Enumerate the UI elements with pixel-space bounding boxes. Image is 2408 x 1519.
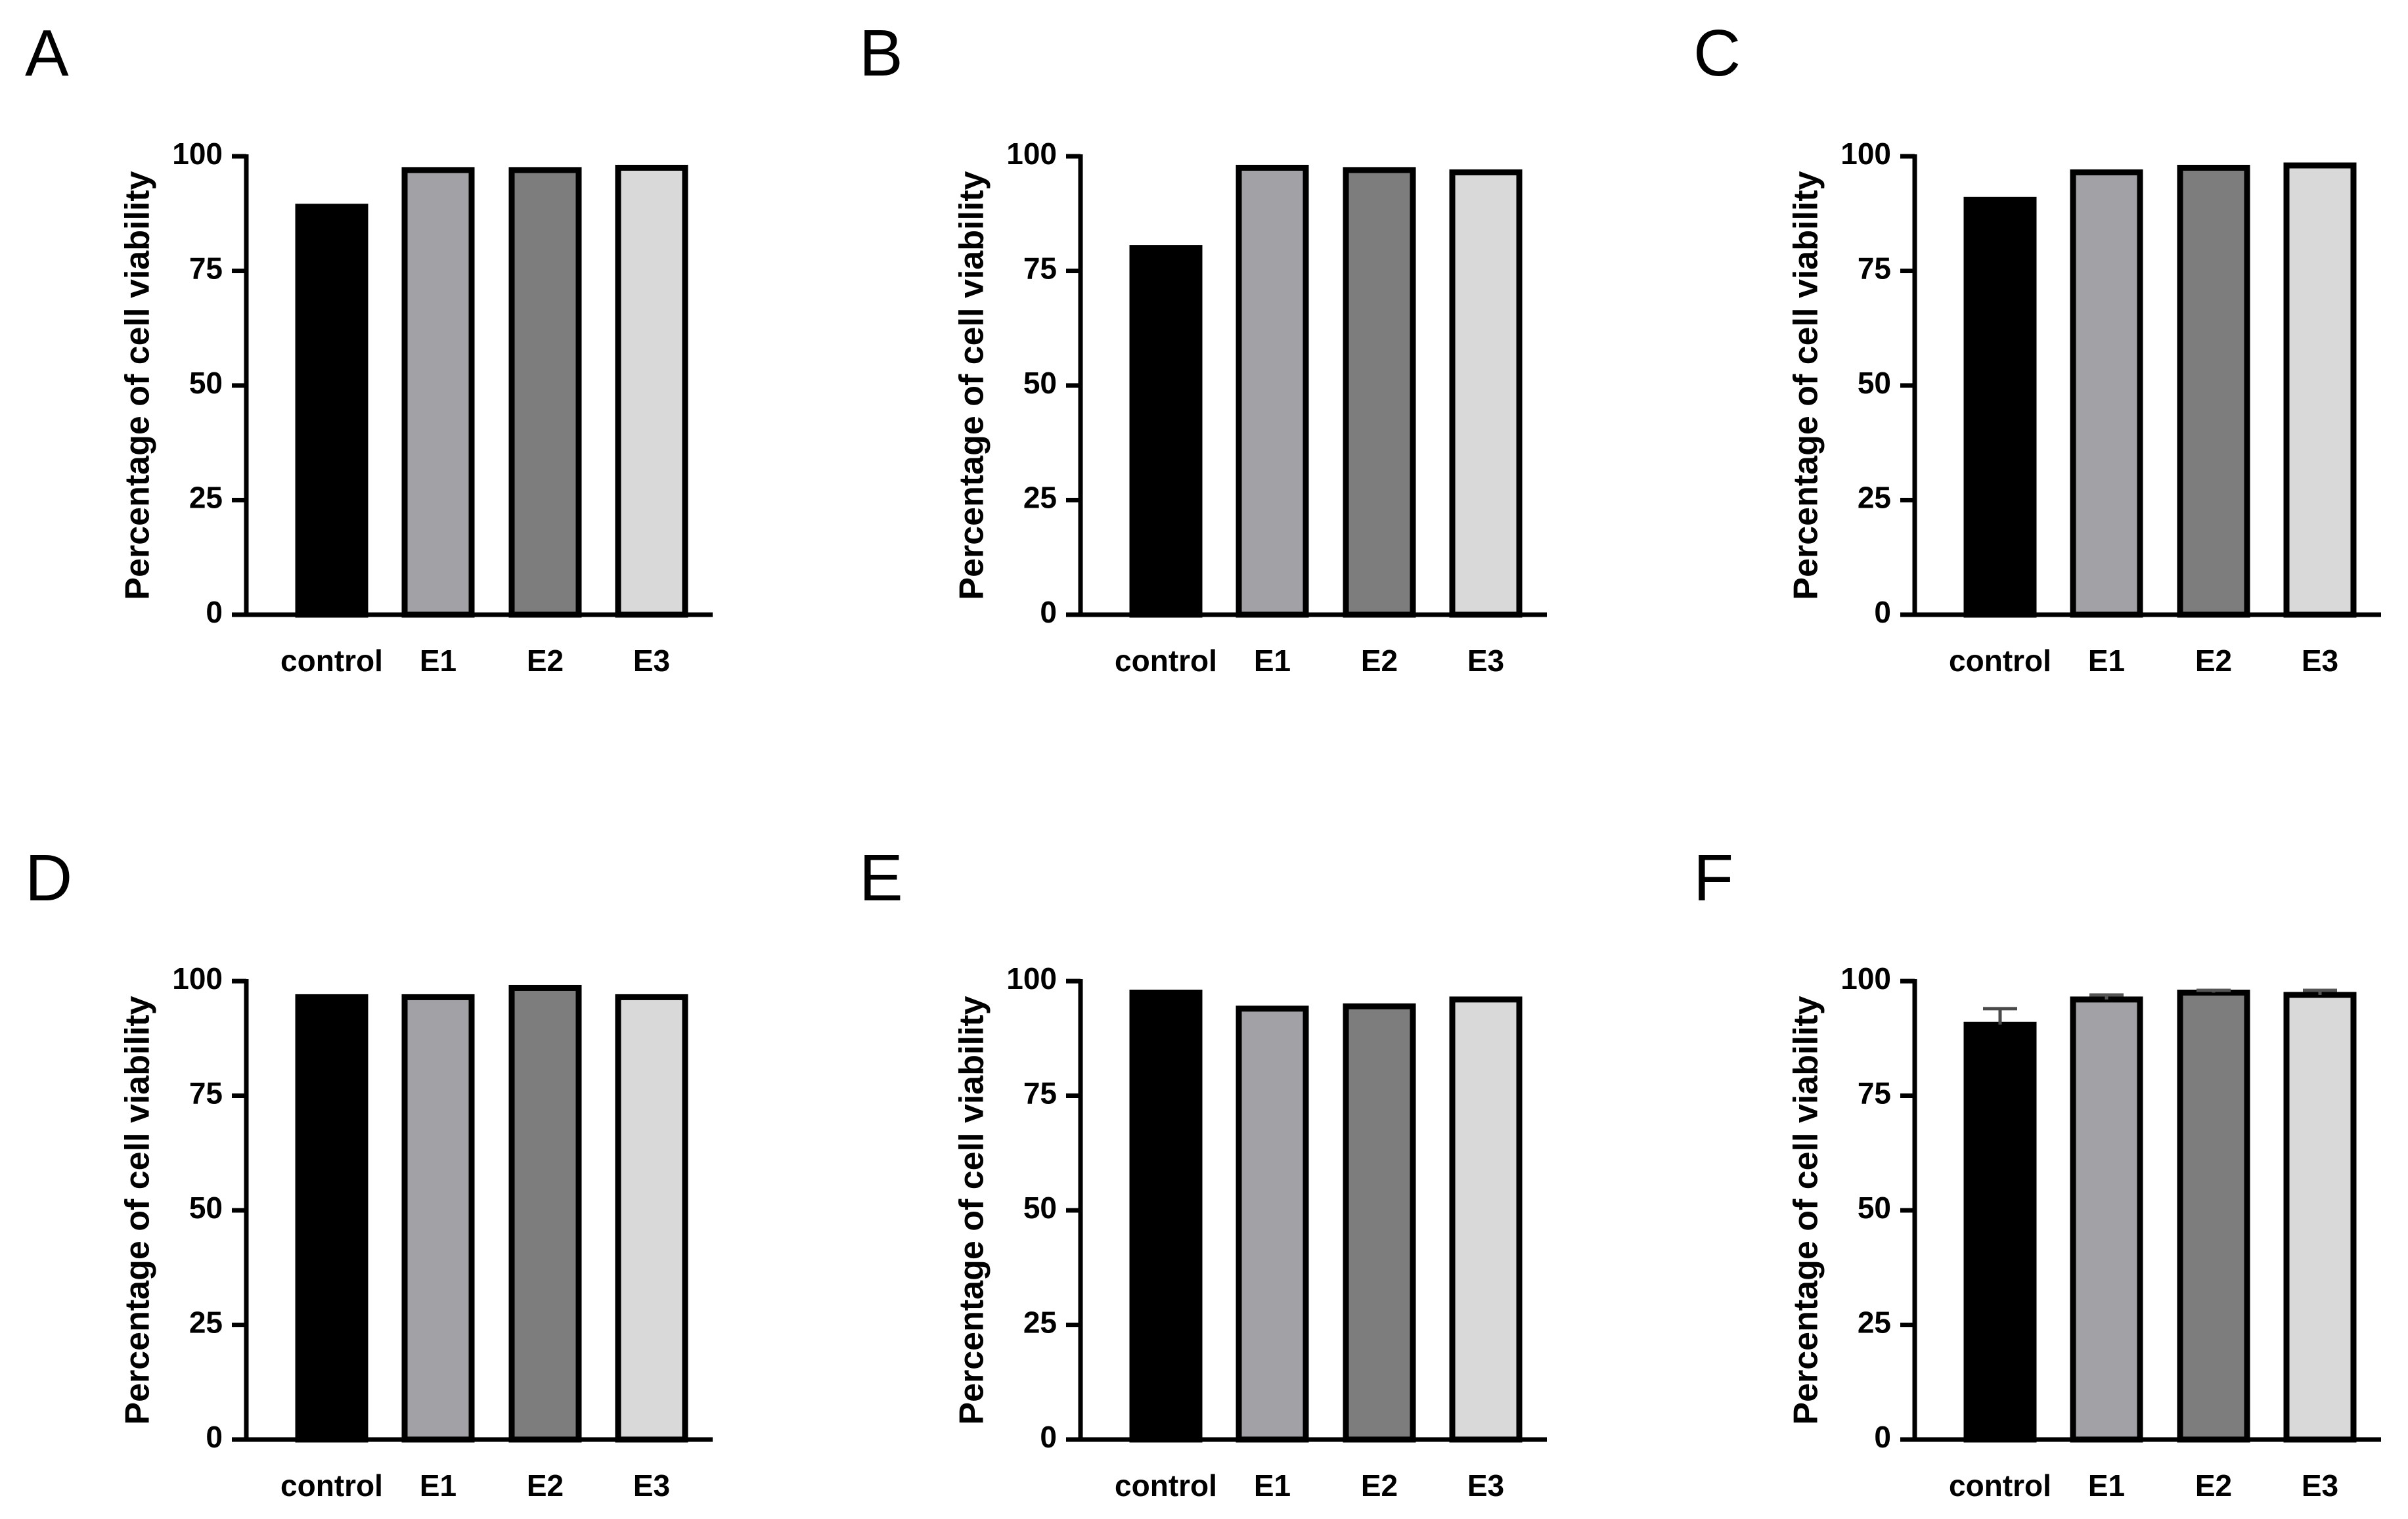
bar-control — [295, 994, 368, 1443]
y-tick-label: 75 — [189, 1076, 223, 1111]
x-tick-label: E2 — [2195, 1468, 2232, 1503]
y-axis-title: Percentage of cell viability — [119, 171, 157, 600]
bar-e1 — [401, 994, 475, 1443]
x-tick-label: E1 — [1254, 644, 1291, 678]
x-tick-label: E2 — [1361, 644, 1398, 678]
x-tick-label: E3 — [2302, 644, 2338, 678]
y-tick-label: 25 — [189, 1306, 223, 1340]
y-tick-label: 100 — [172, 137, 223, 171]
x-tick-label: E2 — [527, 644, 564, 678]
y-tick-label: 100 — [172, 961, 223, 996]
x-tick-label: E3 — [633, 644, 670, 678]
y-tick-label: 100 — [1006, 137, 1057, 171]
bar-control — [1963, 196, 2037, 618]
y-tick-label: 75 — [1023, 252, 1057, 286]
y-tick-label: 75 — [1023, 1076, 1057, 1111]
bar-e2 — [1343, 167, 1416, 618]
y-tick-label: 100 — [1840, 961, 1891, 996]
chart-panel-f: F Percentage of cell viability control E1 E2… — [1693, 841, 2381, 1503]
y-tick-label: 0 — [206, 1420, 223, 1454]
bar-e2 — [2177, 164, 2250, 618]
bar-control — [1129, 245, 1203, 618]
y-tick-label: 25 — [1858, 1306, 1891, 1340]
x-tick-label: E2 — [2195, 644, 2232, 678]
y-tick-label: 0 — [1874, 1420, 1891, 1454]
y-tick-label: 25 — [1023, 481, 1057, 515]
x-tick-label: E1 — [2088, 644, 2125, 678]
y-tick-label: 75 — [189, 252, 223, 286]
y-tick-label: 50 — [189, 366, 223, 400]
x-tick-label: E1 — [2088, 1468, 2125, 1503]
y-axis-title: Percentage of cell viability — [119, 996, 157, 1424]
bar-e3 — [2283, 162, 2357, 618]
y-tick-label: 25 — [1023, 1306, 1057, 1340]
chart-panel-c: C Percentage of cell viability control E1 E2… — [1693, 16, 2381, 678]
y-tick-label: 50 — [189, 1191, 223, 1225]
bar-e1 — [1236, 164, 1309, 618]
y-axis-title: Percentage of cell viability — [1787, 996, 1825, 1424]
bar-e3 — [2283, 992, 2357, 1443]
bar-e1 — [401, 167, 475, 618]
y-tick-label: 75 — [1858, 1076, 1891, 1111]
x-tick-label: E3 — [633, 1468, 670, 1503]
y-tick-label: 0 — [1874, 595, 1891, 629]
bar-e2 — [508, 984, 582, 1443]
x-tick-label: control — [1115, 1468, 1217, 1503]
bar-e1 — [2070, 996, 2143, 1443]
x-tick-label: control — [280, 1468, 383, 1503]
x-tick-label: control — [1115, 644, 1217, 678]
bar-e2 — [1343, 1003, 1416, 1443]
y-tick-label: 25 — [1858, 481, 1891, 515]
panel-label: C — [1693, 16, 1741, 90]
panel-label: E — [859, 841, 903, 915]
y-axis-title: Percentage of cell viability — [1787, 171, 1825, 600]
x-tick-label: E1 — [420, 644, 457, 678]
bar-e2 — [508, 167, 582, 618]
y-tick-label: 0 — [1040, 595, 1057, 629]
x-tick-label: E2 — [1361, 1468, 1398, 1503]
bar-e3 — [615, 994, 688, 1443]
bar-control — [1129, 989, 1203, 1443]
x-tick-label: E3 — [2302, 1468, 2338, 1503]
chart-panel-e: E Percentage of cell viability control E1 E2… — [859, 841, 1547, 1503]
y-tick-label: 50 — [1023, 366, 1057, 400]
y-axis-title: Percentage of cell viability — [953, 171, 991, 600]
x-tick-label: E3 — [1467, 1468, 1504, 1503]
y-tick-label: 0 — [206, 595, 223, 629]
x-tick-label: E2 — [527, 1468, 564, 1503]
y-tick-label: 75 — [1858, 252, 1891, 286]
y-axis-title: Percentage of cell viability — [953, 996, 991, 1424]
bar-e3 — [1449, 996, 1523, 1443]
y-tick-label: 100 — [1840, 137, 1891, 171]
bar-e1 — [2070, 169, 2143, 618]
x-tick-label: control — [1949, 1468, 2051, 1503]
bar-e2 — [2177, 989, 2250, 1443]
bar-e1 — [1236, 1005, 1309, 1443]
y-tick-label: 25 — [189, 481, 223, 515]
y-tick-label: 50 — [1858, 1191, 1891, 1225]
y-tick-label: 0 — [1040, 1420, 1057, 1454]
bar-e3 — [1449, 169, 1523, 618]
panel-label: F — [1693, 841, 1733, 915]
bar-control — [1963, 1021, 2037, 1443]
x-tick-label: control — [280, 644, 383, 678]
x-tick-label: control — [1949, 644, 2051, 678]
chart-panel-b: B Percentage of cell viability control E1 E2… — [859, 16, 1547, 678]
panel-label: B — [859, 16, 903, 90]
x-tick-label: E1 — [420, 1468, 457, 1503]
panel-label: A — [25, 16, 69, 90]
chart-panel-d: D Percentage of cell viability control E1 E2… — [25, 841, 713, 1503]
y-tick-label: 100 — [1006, 961, 1057, 996]
bar-e3 — [615, 164, 688, 618]
chart-panel-a: A Percentage of cell viability control E1 E2… — [25, 16, 713, 678]
x-tick-label: E3 — [1467, 644, 1504, 678]
panel-label: D — [25, 841, 72, 915]
y-tick-label: 50 — [1023, 1191, 1057, 1225]
x-tick-label: E1 — [1254, 1468, 1291, 1503]
y-tick-label: 50 — [1858, 366, 1891, 400]
bar-control — [295, 204, 368, 618]
